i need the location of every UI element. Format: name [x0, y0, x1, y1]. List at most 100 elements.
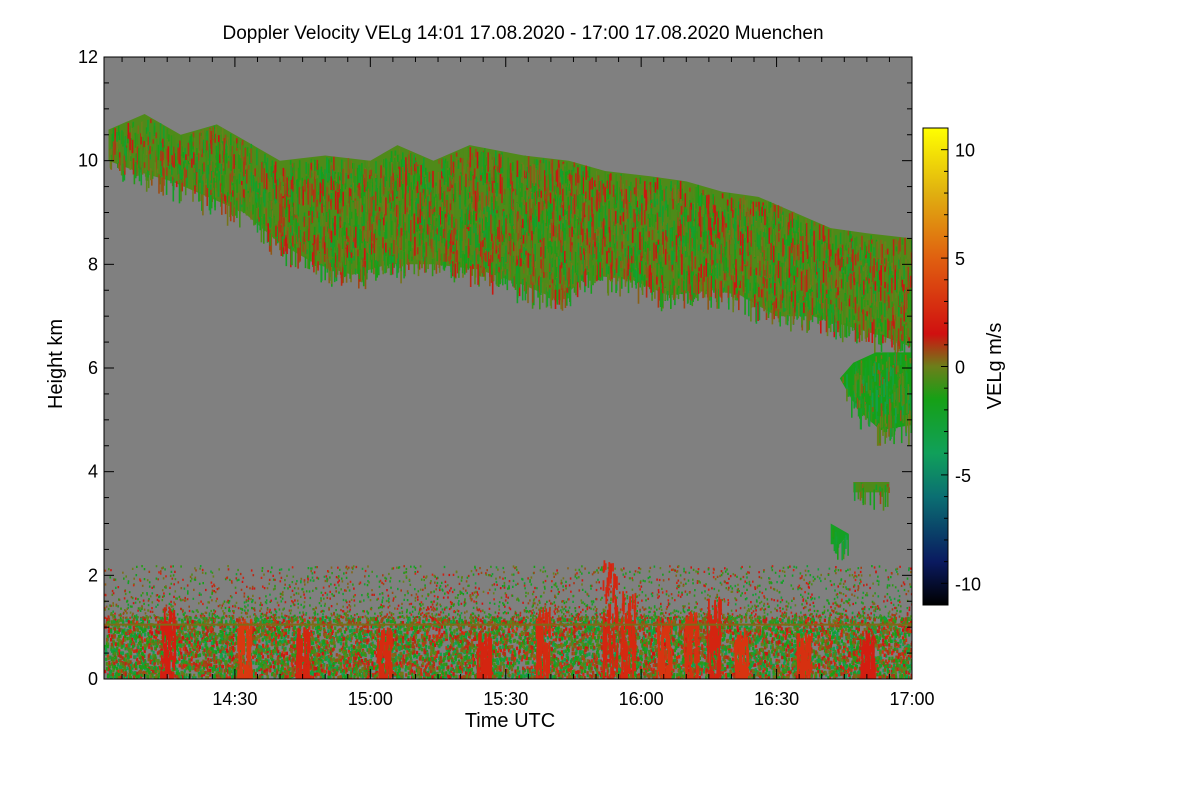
cloud-texture	[878, 387, 891, 414]
y-tick-label: 6	[88, 358, 98, 378]
cloud-texture	[903, 371, 906, 426]
cloud-texture	[889, 410, 892, 433]
cloud-texture	[880, 358, 882, 373]
boundary-layer-speckle	[809, 603, 811, 606]
cloud-texture	[869, 491, 872, 506]
colorbar-label: VELg m/s	[984, 323, 1006, 410]
cloud-texture	[854, 375, 857, 398]
cloud-texture	[873, 363, 875, 374]
cloud-texture	[857, 489, 860, 500]
velocity-data-layer	[104, 114, 912, 679]
cloud-texture	[841, 541, 843, 561]
cloud-texture	[279, 232, 281, 251]
cloud-texture	[832, 528, 839, 560]
y-tick-label: 0	[88, 669, 98, 689]
cloud-texture	[208, 138, 837, 333]
x-axis-label: Time UTC	[465, 710, 555, 732]
cloud-texture	[691, 251, 693, 262]
cloud-texture	[907, 413, 910, 428]
cloud-texture	[907, 384, 910, 401]
cloud-texture	[862, 378, 907, 433]
cloud-texture	[528, 216, 531, 233]
cloud-texture	[798, 243, 800, 260]
cloud-texture	[859, 408, 862, 430]
x-tick-label: 14:30	[212, 689, 257, 709]
y-tick-label: 8	[88, 254, 98, 274]
cloud-texture	[902, 414, 908, 433]
cloud-texture	[452, 177, 455, 194]
boundary-layer-speckle	[104, 567, 899, 679]
cloud-texture	[550, 184, 689, 309]
cloud-texture	[893, 403, 896, 409]
updraft-plume	[683, 612, 700, 679]
cloud-texture	[853, 483, 856, 501]
cloud-texture	[878, 371, 881, 387]
cloud-region-mid-cloud-right	[839, 352, 912, 446]
cloud-texture	[832, 529, 834, 538]
cloud-texture	[890, 428, 892, 440]
cloud-texture	[888, 414, 890, 437]
boundary-layer-speckle	[161, 567, 887, 679]
chart-title: Doppler Velocity VELg 14:01 17.08.2020 -…	[222, 23, 823, 44]
cloud-texture	[485, 195, 488, 207]
cloud-texture	[859, 374, 862, 397]
updraft-plume	[859, 632, 876, 679]
updraft-plume	[602, 560, 619, 679]
cloud-texture	[843, 538, 846, 555]
boundary-layer-speckle	[568, 614, 571, 617]
x-axis: 14:30 15:00 15:30 16:00 16:30 17:00	[121, 57, 935, 709]
colorbar-tick-label: 0	[955, 358, 965, 378]
cloud-texture	[835, 536, 838, 545]
cloud-texture	[240, 184, 243, 205]
cloud-texture	[287, 156, 784, 283]
updraft-plume	[620, 591, 637, 679]
cloud-texture	[859, 485, 862, 491]
boundary-layer-speckle	[243, 592, 246, 595]
updraft-plume	[706, 596, 722, 679]
cloud-texture	[867, 375, 870, 394]
updraft-plume	[376, 627, 393, 679]
boundary-layer-speckle	[257, 565, 902, 679]
boundary-layer-speckle	[111, 617, 906, 679]
cloud-texture	[897, 365, 899, 373]
colorbar-ticks: 10 5 0 -5 -10	[941, 141, 981, 594]
boundary-layer-speckle	[104, 565, 906, 679]
y-axis: 0 2 4 6 8 10 12	[78, 47, 912, 689]
cloud-texture	[882, 428, 884, 436]
y-tick-label: 2	[88, 565, 98, 585]
boundary-layer-speckle	[512, 639, 515, 643]
cloud-texture	[857, 390, 860, 417]
cloud-texture	[905, 387, 908, 404]
boundary-layer-speckle	[906, 614, 909, 617]
cloud-texture	[894, 353, 897, 367]
cloud-texture	[887, 370, 890, 382]
cloud-texture	[886, 368, 888, 386]
cloud-texture	[864, 405, 867, 420]
cloud-texture	[894, 383, 896, 392]
cloud-texture	[875, 356, 877, 363]
cloud-texture	[749, 267, 752, 276]
y-tick-label: 4	[88, 462, 98, 482]
cloud-texture	[265, 173, 831, 296]
cloud-region-upper-cirrus-band	[108, 114, 912, 360]
cloud-texture	[885, 426, 888, 432]
cloud-texture	[498, 219, 501, 242]
cloud-texture	[898, 380, 901, 403]
cloud-texture	[879, 491, 882, 505]
cloud-texture	[343, 161, 346, 184]
cloud-texture	[890, 376, 903, 444]
cloud-region-small-echo-2.8km	[830, 523, 849, 561]
boundary-layer-speckle	[520, 619, 523, 624]
cloud-texture	[884, 366, 892, 415]
cloud-texture	[424, 216, 427, 238]
cloud-texture	[882, 490, 885, 511]
cloud-region-small-cloud-3.7km	[853, 482, 890, 511]
cloud-texture	[847, 534, 849, 556]
cloud-texture	[360, 198, 362, 217]
cloud-texture	[796, 267, 799, 278]
cloud-texture	[883, 379, 885, 398]
cloud-texture	[560, 290, 562, 310]
cloud-texture	[855, 362, 858, 372]
cloud-texture	[891, 393, 894, 403]
